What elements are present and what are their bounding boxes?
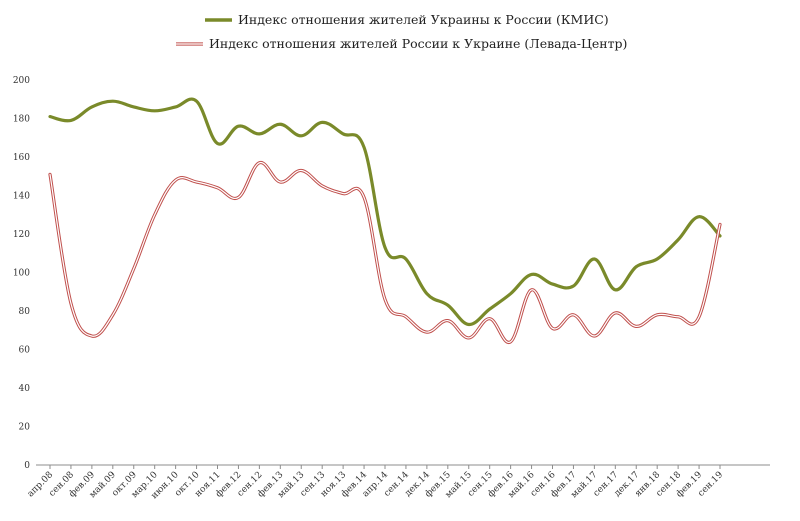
series-group <box>48 97 722 344</box>
legend-label: Индекс отношения жителей Украины к Росси… <box>238 12 609 27</box>
y-tick-label: 60 <box>19 346 31 356</box>
y-tick-label: 0 <box>24 461 30 471</box>
y-axis: 0 20 40 60 80 100 120 140 160 180 200 <box>13 76 30 471</box>
y-tick-label: 80 <box>19 307 31 317</box>
legend: Индекс отношения жителей Украины к Росси… <box>176 12 627 51</box>
legend-label: Индекс отношения жителей России к Украин… <box>209 36 627 51</box>
x-axis: апр.08сен.08фев.09май.09окт.09мар.10июн.… <box>26 464 770 501</box>
series-line-levada-inner <box>49 162 721 343</box>
series-line-levada <box>48 161 722 344</box>
y-tick-label: 160 <box>13 153 30 163</box>
series-line-kmis <box>48 97 722 327</box>
y-tick-label: 140 <box>13 192 30 202</box>
y-tick-label: 180 <box>13 115 30 125</box>
y-tick-label: 120 <box>13 230 30 240</box>
y-tick-label: 20 <box>19 423 31 433</box>
y-tick-label: 40 <box>19 384 31 394</box>
y-tick-label: 200 <box>13 76 30 86</box>
y-tick-label: 100 <box>13 269 30 279</box>
